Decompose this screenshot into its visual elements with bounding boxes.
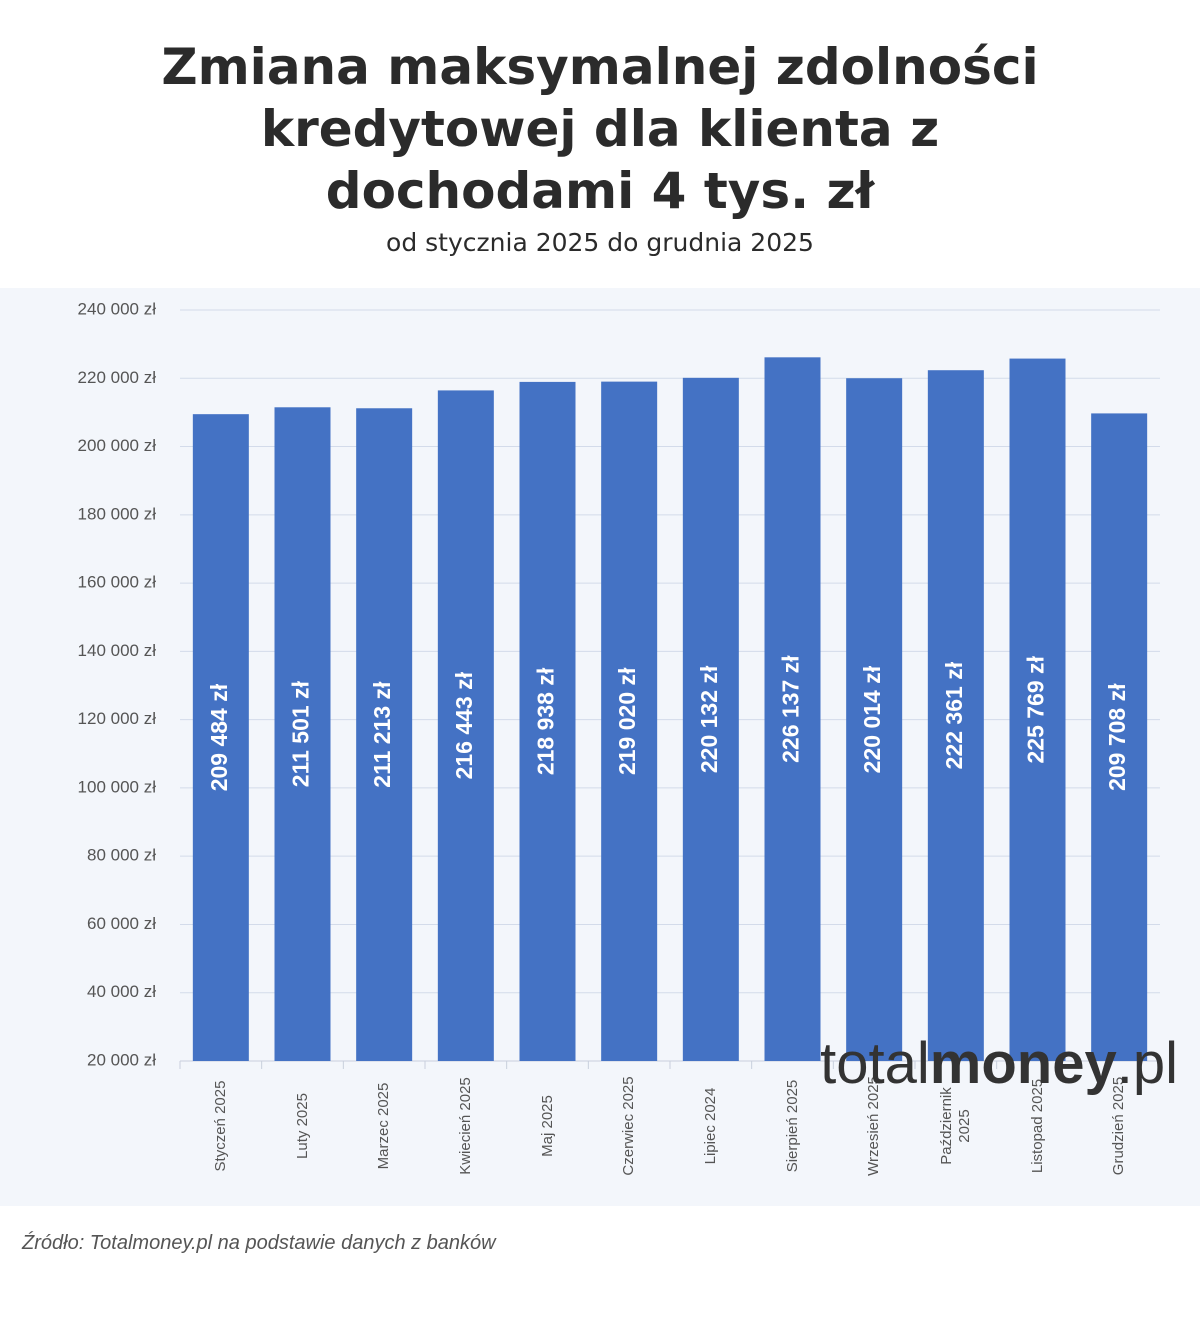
value-label: 216 443 zł — [451, 671, 477, 779]
bar — [519, 381, 576, 1061]
value-label: 220 014 zł — [859, 665, 885, 773]
bar — [927, 370, 984, 1061]
x-tick-label: Styczeń 2025 — [211, 1080, 229, 1172]
logo-suffix: .pl — [1116, 1031, 1178, 1096]
y-tick-label: 120 000 zł — [78, 709, 157, 728]
value-label: 218 938 zł — [533, 667, 559, 775]
x-tick-label: Luty 2025 — [293, 1093, 311, 1159]
bar — [846, 378, 903, 1061]
bar — [192, 414, 249, 1061]
logo: totalmoney.pl — [820, 1030, 1178, 1097]
y-tick-label: 100 000 zł — [78, 777, 157, 796]
x-tick-label: Kwiecień 2025 — [456, 1077, 474, 1175]
bar — [1009, 358, 1066, 1061]
bar — [437, 390, 494, 1061]
value-label: 220 132 zł — [696, 665, 722, 773]
chart-title: Zmiana maksymalnej zdolności kredytowej … — [161, 38, 1039, 220]
value-label: 209 484 zł — [206, 683, 232, 791]
x-tick-label: Lipiec 2024 — [701, 1087, 719, 1165]
logo-bold: money — [929, 1031, 1117, 1096]
bar — [356, 408, 413, 1062]
x-tick-label: Maj 2025 — [538, 1095, 556, 1157]
bar — [274, 407, 331, 1061]
y-tick-label: 20 000 zł — [87, 1050, 156, 1069]
source-note: Źródło: Totalmoney.pl na podstawie danyc… — [22, 1232, 496, 1254]
y-tick-label: 220 000 zł — [78, 368, 157, 387]
y-tick-label: 240 000 zł — [78, 299, 157, 318]
bar — [1091, 413, 1148, 1061]
y-tick-label: 40 000 zł — [87, 982, 156, 1001]
value-label: 211 501 zł — [288, 680, 314, 787]
value-label: 222 361 zł — [941, 661, 967, 769]
x-tick-label: Marzec 2025 — [375, 1082, 393, 1170]
bar — [682, 377, 739, 1061]
logo-light: total — [820, 1031, 930, 1096]
chart-subtitle: od stycznia 2025 do grudnia 2025 — [386, 228, 814, 257]
x-tick-label: Czerwiec 2025 — [620, 1076, 638, 1176]
y-tick-label: 140 000 zł — [78, 641, 157, 660]
y-tick-label: 180 000 zł — [78, 504, 157, 523]
y-tick-label: 80 000 zł — [87, 846, 156, 865]
value-label: 219 020 zł — [614, 667, 640, 775]
value-label: 225 769 zł — [1023, 655, 1049, 763]
value-label: 211 213 zł — [369, 681, 395, 788]
y-tick-label: 160 000 zł — [78, 573, 157, 592]
y-tick-label: 60 000 zł — [87, 914, 156, 933]
value-label: 226 137 zł — [778, 655, 804, 763]
value-label: 209 708 zł — [1104, 683, 1130, 791]
bar — [764, 357, 821, 1061]
x-tick-label: Sierpień 2025 — [783, 1079, 801, 1173]
y-tick-label: 200 000 zł — [78, 436, 157, 455]
bar — [601, 381, 658, 1061]
